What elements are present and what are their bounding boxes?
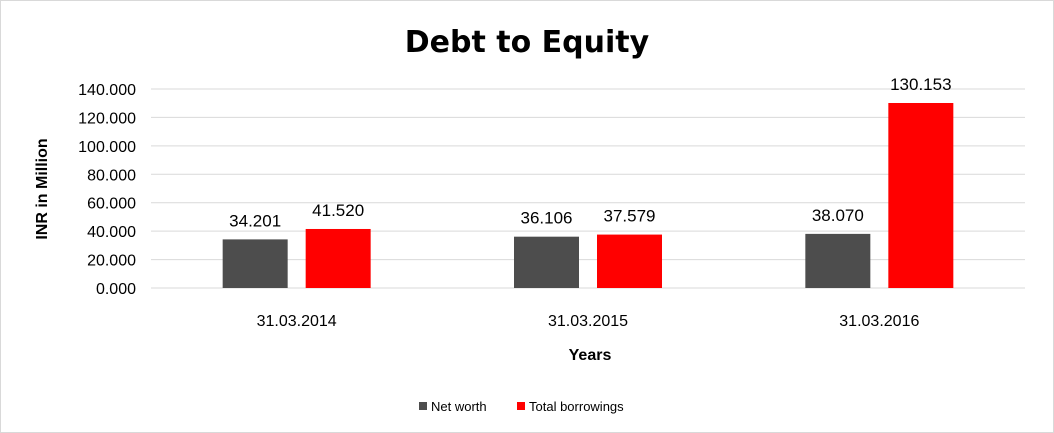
data-label: 36.106 xyxy=(521,209,573,228)
y-tick-label: 120.000 xyxy=(78,110,136,127)
y-tick-label: 40.000 xyxy=(87,224,136,241)
x-axis-categories: 31.03.2014 31.03.2015 31.03.2016 xyxy=(257,313,920,330)
data-label: 37.579 xyxy=(604,207,656,226)
bar xyxy=(597,234,662,288)
bar xyxy=(805,233,871,288)
y-tick-label: 80.000 xyxy=(87,167,136,184)
legend-swatch xyxy=(517,402,525,410)
y-tick-label: 140.000 xyxy=(78,82,136,99)
legend-swatch xyxy=(419,402,427,410)
legend-label: Net worth xyxy=(431,399,487,414)
y-axis-label: INR in Million xyxy=(34,138,51,239)
data-label: 34.201 xyxy=(229,211,281,230)
x-category-label: 31.03.2015 xyxy=(548,313,628,330)
y-axis-ticks: 0.000 20.000 40.000 60.000 80.000 100.000 120.… xyxy=(78,82,136,298)
data-labels: 34.201 41.520 36.106 37.579 38.070 130.153 xyxy=(229,75,951,230)
x-category-label: 31.03.2016 xyxy=(839,313,919,330)
y-tick-label: 20.000 xyxy=(87,253,136,270)
bar xyxy=(888,102,954,288)
y-tick-label: 0.000 xyxy=(96,281,136,298)
gridlines xyxy=(151,88,1025,289)
bar xyxy=(222,239,288,288)
data-label: 38.070 xyxy=(812,206,864,225)
y-tick-label: 60.000 xyxy=(87,196,136,213)
bar xyxy=(305,228,371,288)
bar xyxy=(514,236,579,288)
y-tick-label: 100.000 xyxy=(78,139,136,156)
data-label: 130.153 xyxy=(890,75,951,94)
x-category-label: 31.03.2014 xyxy=(257,313,337,330)
x-axis-label: Years xyxy=(569,347,612,364)
data-label: 41.520 xyxy=(312,201,364,220)
legend-label: Total borrowings xyxy=(529,399,624,414)
chart-title: Debt to Equity xyxy=(405,25,650,60)
bars xyxy=(222,102,954,288)
legend: Net worth Total borrowings xyxy=(419,399,624,414)
